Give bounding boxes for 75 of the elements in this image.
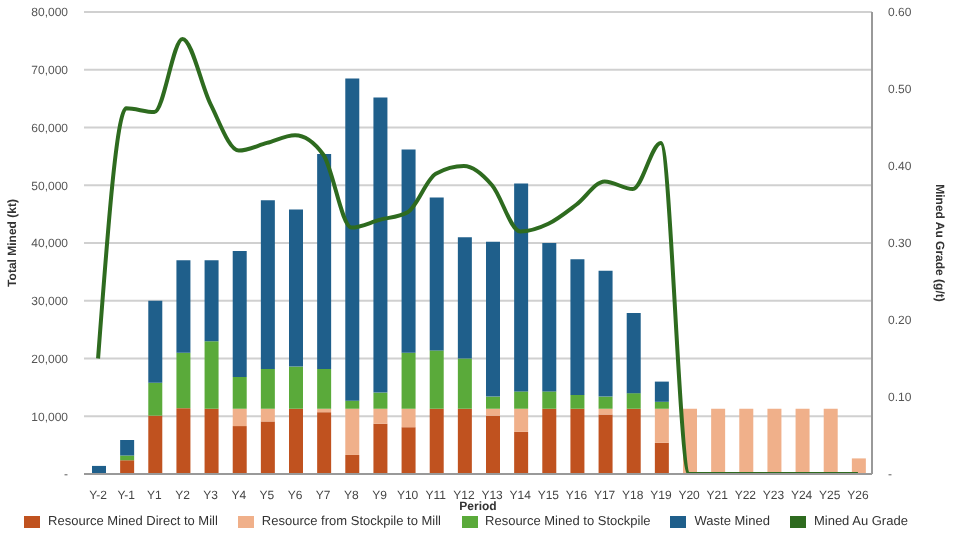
bar [457,408,472,474]
bar [373,392,388,409]
bar [373,97,388,393]
bar [570,259,585,395]
bar [598,414,613,474]
bar [429,350,444,409]
bar [598,396,613,409]
bar [289,408,303,474]
bar [570,408,585,474]
bar [345,408,360,455]
bar [317,368,332,409]
bar [514,183,529,392]
bar [148,415,163,474]
bar [851,458,866,474]
bar [486,396,500,409]
bar [289,366,303,409]
bar [204,260,219,342]
bar [542,243,557,392]
bar [401,427,416,474]
bar [654,401,669,409]
bar [401,149,416,353]
bar [514,408,529,432]
bar [570,394,585,409]
bar [654,442,669,474]
bar [260,200,275,369]
bar [345,78,360,401]
bar [176,352,191,409]
bar [260,421,275,474]
bar [260,368,275,409]
bar [401,352,416,409]
bar [739,408,754,474]
bar [514,431,529,474]
bar [457,237,472,359]
bar [120,460,135,474]
bar [598,408,613,415]
bar [232,251,247,377]
bar [457,358,472,409]
bar [176,260,191,353]
line-series [96,36,860,474]
bar [626,393,641,409]
bar [486,408,500,416]
bar [148,300,163,383]
bar [232,376,247,409]
bar [317,412,332,474]
bar [289,209,303,367]
bar [767,408,782,474]
bar [232,408,247,427]
bar [598,270,613,397]
bar [654,408,669,443]
bar [514,391,529,409]
bar [626,312,641,394]
bar [823,408,838,474]
bar [626,408,641,474]
bar [148,382,163,416]
bar [429,408,444,474]
bar [345,454,360,474]
bar [317,154,332,369]
bar [654,381,669,402]
bar [429,197,444,351]
bar [401,408,416,428]
bar [542,391,557,409]
bar [345,400,360,409]
bar [260,408,275,422]
bar [486,241,500,397]
bar [176,408,191,474]
bar [373,423,388,474]
bar [486,415,500,474]
bar [204,341,219,409]
bar [711,408,726,474]
bar [542,408,557,474]
bar [120,439,135,456]
bar [795,408,810,474]
bar [204,408,219,474]
bar [232,426,247,474]
bar [373,408,388,424]
